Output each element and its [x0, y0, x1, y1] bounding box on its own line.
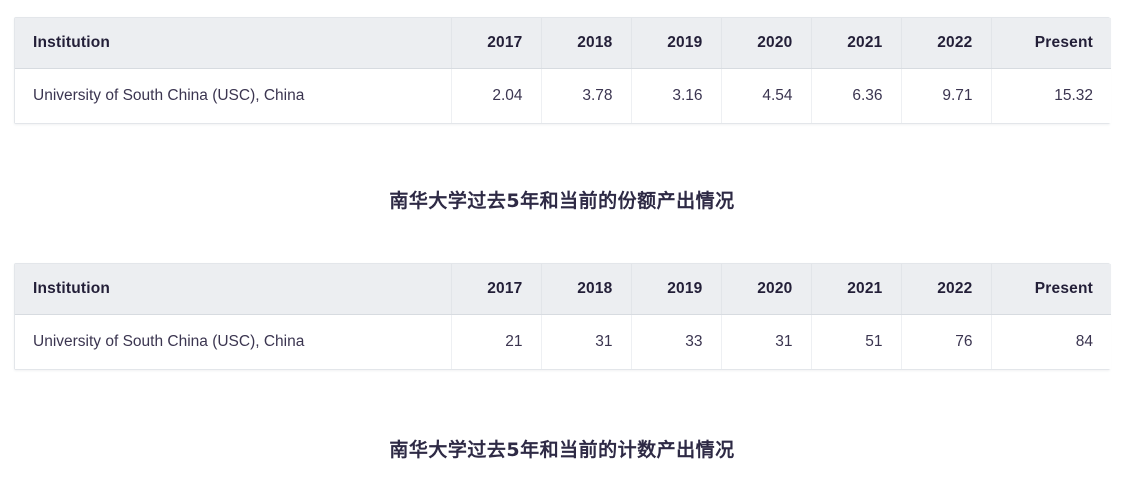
column-header-2021: 2021: [811, 18, 902, 69]
cell-2017: 2.04: [451, 68, 542, 123]
table-body: University of South China (USC), China 2…: [15, 314, 1111, 369]
cell-2019: 3.16: [631, 68, 722, 123]
table-header-row: Institution 2017 2018 2019 2020 2021 202…: [15, 18, 1111, 69]
column-header-2019: 2019: [631, 18, 722, 69]
cell-2022: 9.71: [901, 68, 992, 123]
table-row: University of South China (USC), China 2…: [15, 68, 1111, 123]
table-header: Institution 2017 2018 2019 2020 2021 202…: [15, 18, 1111, 69]
column-header-2022: 2022: [901, 264, 992, 315]
column-header-2021: 2021: [811, 264, 902, 315]
column-header-2020: 2020: [721, 264, 812, 315]
cell-2017: 21: [451, 314, 542, 369]
column-header-present: Present: [991, 264, 1111, 315]
cell-2021: 6.36: [811, 68, 902, 123]
cell-2022: 76: [901, 314, 992, 369]
cell-institution: University of South China (USC), China: [15, 68, 452, 123]
share-output-caption: 南华大学过去5年和当前的份额产出情况: [389, 190, 735, 212]
table-row: University of South China (USC), China 2…: [15, 314, 1111, 369]
share-output-table-container: Institution 2017 2018 2019 2020 2021 202…: [14, 17, 1111, 124]
column-header-2022: 2022: [901, 18, 992, 69]
cell-institution: University of South China (USC), China: [15, 314, 452, 369]
cell-2020: 4.54: [721, 68, 812, 123]
column-header-2017: 2017: [451, 264, 542, 315]
table-header-row: Institution 2017 2018 2019 2020 2021 202…: [15, 264, 1111, 315]
table-body: University of South China (USC), China 2…: [15, 68, 1111, 123]
column-header-2020: 2020: [721, 18, 812, 69]
count-output-table-container: Institution 2017 2018 2019 2020 2021 202…: [14, 263, 1111, 370]
column-header-2018: 2018: [541, 264, 632, 315]
cell-2018: 31: [541, 314, 632, 369]
table-header: Institution 2017 2018 2019 2020 2021 202…: [15, 264, 1111, 315]
cell-2020: 31: [721, 314, 812, 369]
column-header-institution: Institution: [15, 264, 452, 315]
column-header-institution: Institution: [15, 18, 452, 69]
cell-2021: 51: [811, 314, 902, 369]
cell-present: 84: [991, 314, 1111, 369]
count-output-caption: 南华大学过去5年和当前的计数产出情况: [389, 439, 735, 461]
share-output-table: Institution 2017 2018 2019 2020 2021 202…: [15, 18, 1111, 123]
column-header-2018: 2018: [541, 18, 632, 69]
cell-present: 15.32: [991, 68, 1111, 123]
cell-2019: 33: [631, 314, 722, 369]
count-output-table: Institution 2017 2018 2019 2020 2021 202…: [15, 264, 1111, 369]
column-header-2019: 2019: [631, 264, 722, 315]
column-header-2017: 2017: [451, 18, 542, 69]
cell-2018: 3.78: [541, 68, 632, 123]
column-header-present: Present: [991, 18, 1111, 69]
